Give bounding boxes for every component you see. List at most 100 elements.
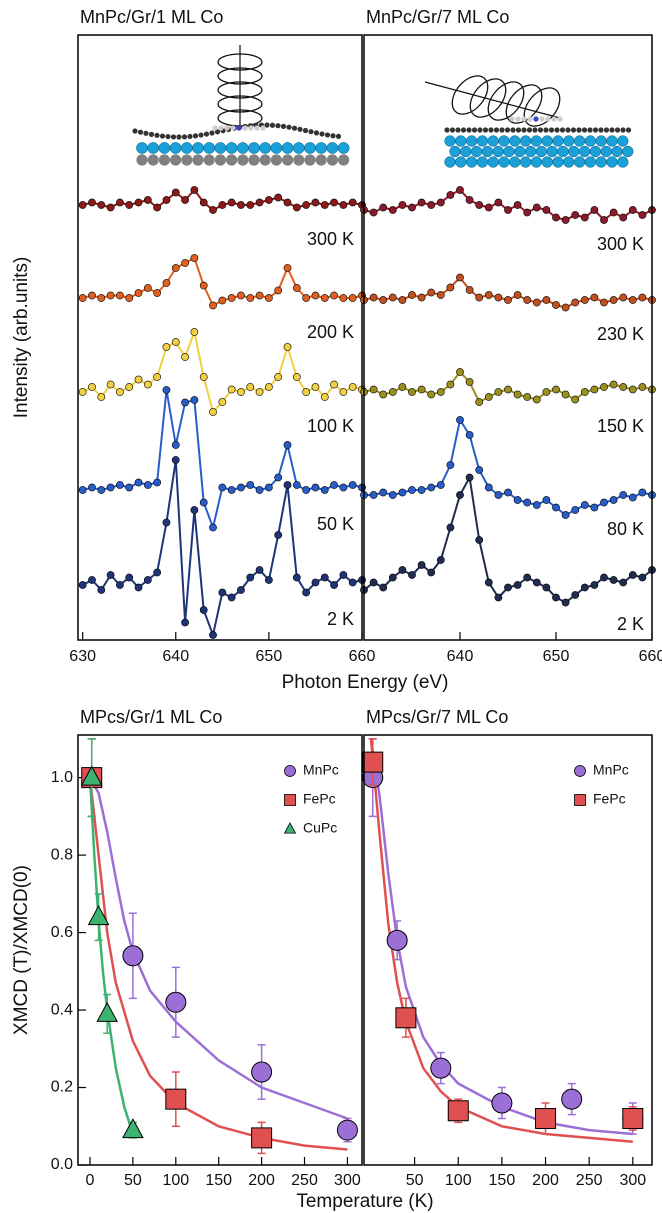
spectrum-point — [125, 573, 134, 582]
spectrum-point — [171, 188, 180, 197]
graphene-atom — [499, 127, 505, 133]
co-atom — [519, 135, 532, 147]
graphene-atom — [460, 127, 467, 133]
spectrum-point — [619, 293, 628, 302]
plot-frame — [77, 734, 363, 1166]
graphene-atom — [526, 127, 533, 133]
spectrum-point — [379, 203, 388, 212]
spectrum-point — [181, 259, 189, 267]
graphene-atom — [493, 127, 500, 133]
spectrum-point — [181, 353, 189, 361]
co-atom — [203, 142, 216, 154]
substrate-atom — [181, 154, 193, 166]
spectrum-point — [199, 498, 208, 507]
spectrum-point — [311, 383, 320, 391]
legend-label: MnPc — [303, 762, 339, 778]
spectrum-point — [78, 201, 87, 209]
spectrum-point — [542, 206, 551, 214]
molecule-atom — [218, 125, 224, 131]
marker-circle — [561, 1088, 583, 1110]
x-tick-label: 200 — [532, 1172, 559, 1189]
graphene-atom — [330, 133, 336, 139]
co-atom — [606, 135, 618, 147]
co-atom — [509, 156, 521, 168]
molecule-atom — [515, 116, 521, 122]
marker-square — [622, 1108, 644, 1130]
spectrum-point — [398, 383, 407, 391]
x-tick-label: 50 — [124, 1172, 142, 1189]
spectrum-point — [162, 518, 171, 527]
molecule-atom — [539, 116, 545, 122]
spectrum-point — [78, 581, 87, 589]
spectrum-point — [628, 571, 637, 579]
spectrum-point — [619, 491, 628, 499]
spectrum-point — [600, 573, 608, 582]
spectrum-point — [571, 506, 580, 514]
graphene-atom — [620, 127, 626, 133]
graphene-atom — [482, 127, 489, 133]
graphene-atom — [614, 127, 621, 133]
graphene-atom — [504, 127, 511, 133]
spectrum-point — [456, 416, 464, 424]
spectrum-point — [523, 573, 532, 582]
molecule-atom — [254, 125, 260, 131]
co-atom — [481, 145, 494, 158]
spectrum-point — [209, 301, 217, 310]
graphene-atom — [324, 132, 331, 138]
x-tick-label: 660 — [639, 648, 662, 665]
x-tick-label: 200 — [248, 1172, 275, 1189]
spectrum-point — [494, 388, 503, 396]
substrate-atom — [136, 154, 148, 166]
spectrum-point — [348, 383, 357, 391]
spectrum-point — [427, 390, 436, 399]
spectrum-point — [264, 483, 273, 492]
spectrum-point — [456, 368, 464, 376]
spectrum-point — [339, 388, 348, 396]
spectrum-point — [590, 206, 599, 214]
spectrum-point — [436, 388, 445, 396]
spectrum-point — [619, 213, 628, 222]
spectrum-point — [246, 383, 255, 391]
graphene-atom — [598, 127, 604, 133]
graphene-atom — [176, 134, 182, 140]
marker-square — [165, 1088, 187, 1110]
spectrum-point — [246, 201, 255, 209]
spectrum-point — [255, 291, 264, 300]
spectrum-point — [465, 431, 474, 439]
graphene-atom — [576, 127, 582, 133]
molecule-atom — [230, 125, 236, 131]
graphene-atom — [444, 127, 450, 133]
marker-circle — [430, 1057, 452, 1079]
x-tick-label: 640 — [162, 648, 189, 665]
graphene-atom — [625, 127, 632, 133]
spectrum-point — [628, 206, 637, 214]
co-atom — [546, 145, 558, 158]
spectrum-point — [513, 390, 522, 399]
spectrum-point — [465, 473, 474, 482]
co-atom — [519, 156, 532, 168]
x-tick-label: 660 — [349, 648, 376, 665]
y-axis-label: XMCD (T)/XMCD(0) — [11, 865, 32, 1035]
spectrum-point — [532, 298, 541, 307]
trace-label: 50 K — [317, 514, 354, 534]
spectrum-point — [571, 211, 580, 219]
x-tick-label: 630 — [69, 648, 96, 665]
marker-circle — [122, 945, 144, 967]
x-tick-label: 50 — [406, 1172, 424, 1189]
y-tick-label: 0.8 — [51, 846, 73, 863]
spectrum-point — [134, 375, 143, 384]
spectrum-point — [580, 501, 589, 509]
spectrum-point — [264, 576, 273, 584]
spectrum-point — [274, 193, 283, 202]
spectrum-point — [532, 395, 541, 404]
graphene-atom — [286, 124, 292, 130]
spectrum-point — [264, 196, 273, 204]
graphene-atom — [143, 130, 149, 136]
spectrum-point — [292, 284, 301, 292]
x-tick-label: 250 — [576, 1172, 603, 1189]
spectrum-point — [181, 618, 189, 627]
spectrum-point — [446, 283, 455, 292]
graphene-atom — [214, 129, 221, 135]
spectrum-point — [398, 296, 407, 304]
